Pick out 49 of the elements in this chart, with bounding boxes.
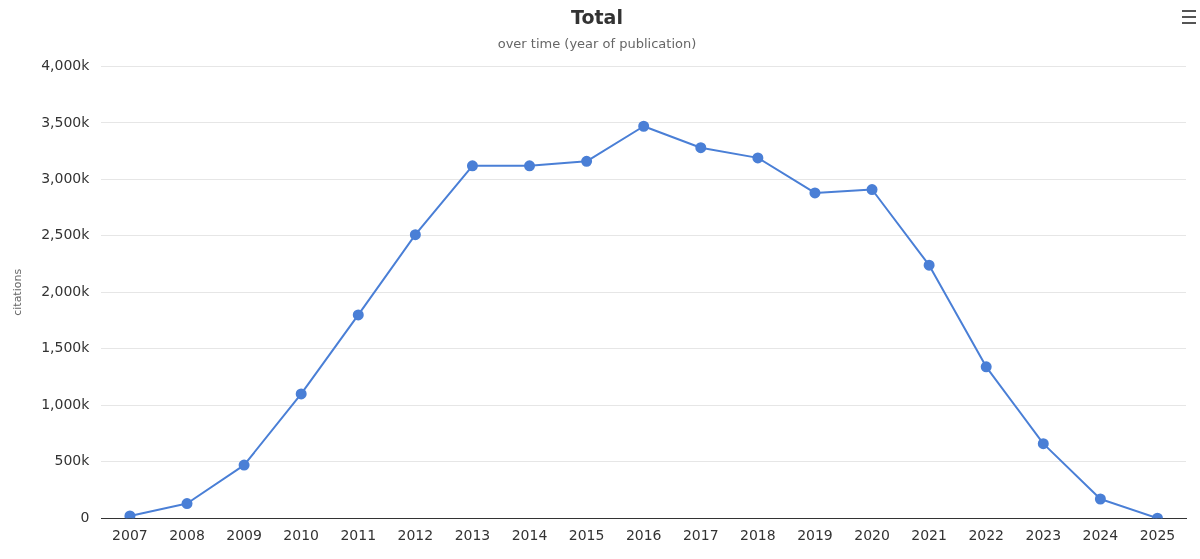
point bbox=[466, 160, 478, 172]
point bbox=[980, 361, 992, 373]
chart-subtitle: over time (year of publication) bbox=[497, 35, 697, 51]
point bbox=[409, 229, 421, 241]
point bbox=[181, 498, 193, 510]
x-tick-label: 2016 bbox=[625, 527, 662, 544]
y-tick-label: 2,000k bbox=[41, 282, 91, 299]
point bbox=[809, 187, 821, 199]
x-tick-label: 2009 bbox=[226, 527, 262, 544]
y-tick-label: 1,000k bbox=[41, 395, 91, 412]
x-tick-label: 2008 bbox=[169, 527, 205, 544]
point bbox=[524, 160, 536, 172]
point bbox=[638, 120, 650, 132]
point bbox=[1094, 493, 1106, 505]
x-tick-label: 2012 bbox=[397, 527, 434, 544]
chart-title: Total bbox=[571, 6, 623, 29]
point bbox=[352, 309, 364, 321]
x-tick-label: 2014 bbox=[511, 527, 548, 544]
point bbox=[866, 184, 878, 196]
x-tick-label: 2007 bbox=[112, 527, 148, 544]
x-tick-label: 2021 bbox=[911, 527, 947, 544]
x-tick-label: 2025 bbox=[1139, 527, 1176, 544]
x-tick-label: 2023 bbox=[1025, 527, 1062, 544]
point bbox=[295, 388, 307, 400]
x-tick-label: 2015 bbox=[568, 527, 605, 544]
x-tick-label: 2019 bbox=[797, 527, 833, 544]
y-axis-title: citations bbox=[11, 268, 25, 316]
point bbox=[752, 152, 764, 164]
y-tick-label: 3,000k bbox=[41, 169, 91, 186]
point bbox=[124, 510, 136, 519]
y-tick-label: 1,500k bbox=[41, 339, 91, 356]
y-tick-label: 3,500k bbox=[41, 113, 91, 130]
y-tick-label: 4,000k bbox=[41, 57, 91, 74]
x-tick-label: 2017 bbox=[682, 527, 719, 544]
point bbox=[581, 155, 593, 167]
x-tick-label: 2013 bbox=[454, 527, 491, 544]
x-tick-label: 2024 bbox=[1082, 527, 1119, 544]
point bbox=[923, 259, 935, 271]
x-tick-label: 2018 bbox=[740, 527, 776, 544]
x-tick-label: 2011 bbox=[340, 527, 377, 544]
x-tick-label: 2022 bbox=[968, 527, 1005, 544]
x-tick-label: 2020 bbox=[854, 527, 890, 544]
y-tick-label: 500k bbox=[54, 452, 91, 469]
point bbox=[238, 459, 250, 471]
y-tick-label: 0 bbox=[80, 508, 90, 525]
point bbox=[1037, 438, 1049, 450]
x-tick-label: 2010 bbox=[283, 527, 319, 544]
y-tick-label: 2,500k bbox=[41, 226, 91, 243]
point bbox=[695, 142, 707, 154]
